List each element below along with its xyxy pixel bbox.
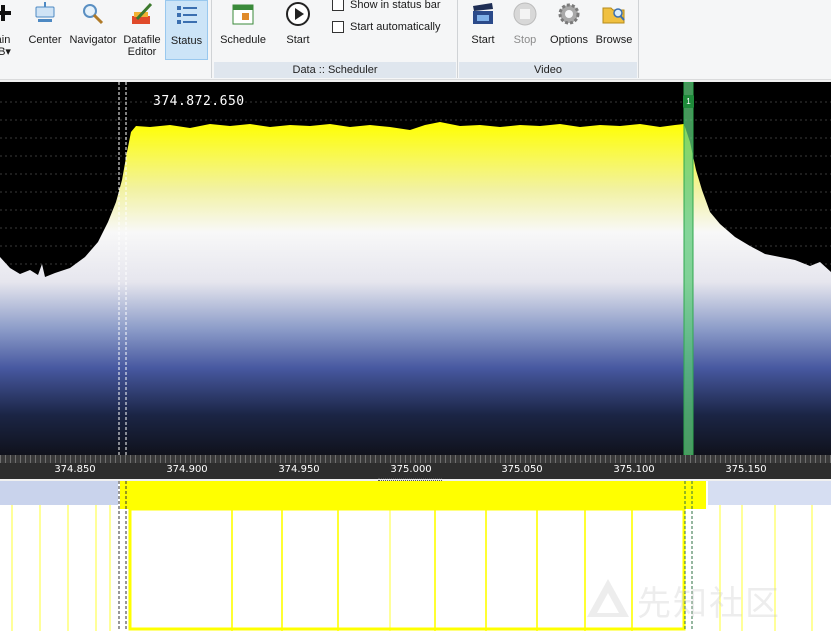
datafile-editor-icon [132,2,153,24]
options-button[interactable]: Options [546,0,592,58]
waterfall-display[interactable] [0,481,831,631]
marker-1-band[interactable] [683,82,694,455]
selection-markers[interactable] [118,82,127,455]
marker-1-label[interactable]: 1 [683,95,694,108]
spectrum-plot [0,82,831,455]
axis-tick-label: 375.150 [725,464,767,475]
waterfall-noise-right [708,481,831,505]
status-button[interactable]: Status [165,0,208,60]
axis-tick-label: 375.000 [390,464,432,475]
play-icon [286,2,310,26]
axis-tick-label: 375.100 [613,464,655,475]
status-list-icon [176,6,197,24]
watermark-text: 先知社区 [637,583,781,624]
ribbon-toolbar: ain IB▾ Center Navigator Datafile Editor [0,0,831,80]
center-icon [35,2,55,22]
ribbon-separator [638,0,639,78]
checkbox-label: Show in status bar [350,0,441,11]
axis-tick-label: 375.050 [501,464,543,475]
gear-icon [558,3,580,25]
schedule-button[interactable]: Schedule [218,0,268,58]
waterfall-noise-left [0,481,118,505]
magnifier-icon [83,4,104,25]
video-start-button[interactable]: Start [464,0,502,58]
clapperboard-icon [473,3,493,24]
datafile-editor-button[interactable]: Datafile Editor [120,0,164,58]
navigator-button[interactable]: Navigator [66,0,120,58]
group-label-video: Video [459,62,637,78]
main-ib-button[interactable]: ain IB▾ [0,0,20,58]
video-stop-button[interactable]: Stop [506,0,544,58]
main-ib-icon [0,5,11,21]
spectrum-trace [0,122,831,455]
axis-tick-label: 374.850 [54,464,96,475]
ribbon-separator [457,0,458,78]
checkbox-label: Start automatically [350,21,441,33]
calendar-icon [232,4,254,25]
frequency-readout: 374.872.650 [153,94,245,109]
waterfall-plot [0,481,831,631]
axis-ruler [0,455,831,463]
splitter-grip[interactable] [378,478,442,481]
frequency-axis: 374.850 374.900 374.950 375.000 375.050 … [0,455,831,479]
watermark: 先知社区 [585,575,781,625]
center-button[interactable]: Center [26,0,64,58]
checkbox-box[interactable] [332,21,344,33]
stop-icon [513,2,537,26]
waterfall-streaks [11,505,813,631]
waterfall-signal-outline [128,507,686,631]
folder-search-icon [602,7,625,24]
waterfall-selection-markers[interactable] [118,481,127,631]
ribbon-separator [211,0,212,78]
start-automatically-checkbox[interactable]: Start automatically [332,21,440,33]
watermark-logo-icon [587,579,629,617]
checkbox-box[interactable] [332,0,344,11]
waterfall-signal-band [120,481,706,509]
browse-button[interactable]: Browse [592,0,636,58]
spectrum-display[interactable]: 374.872.650 1 [0,82,831,455]
scheduler-start-button[interactable]: Start [278,0,318,58]
group-label-scheduler: Data :: Scheduler [214,62,456,78]
waterfall-marker-1[interactable] [684,481,693,631]
show-in-status-bar-checkbox[interactable]: Show in status bar [332,0,441,11]
axis-tick-label: 374.950 [278,464,320,475]
axis-tick-label: 374.900 [166,464,208,475]
